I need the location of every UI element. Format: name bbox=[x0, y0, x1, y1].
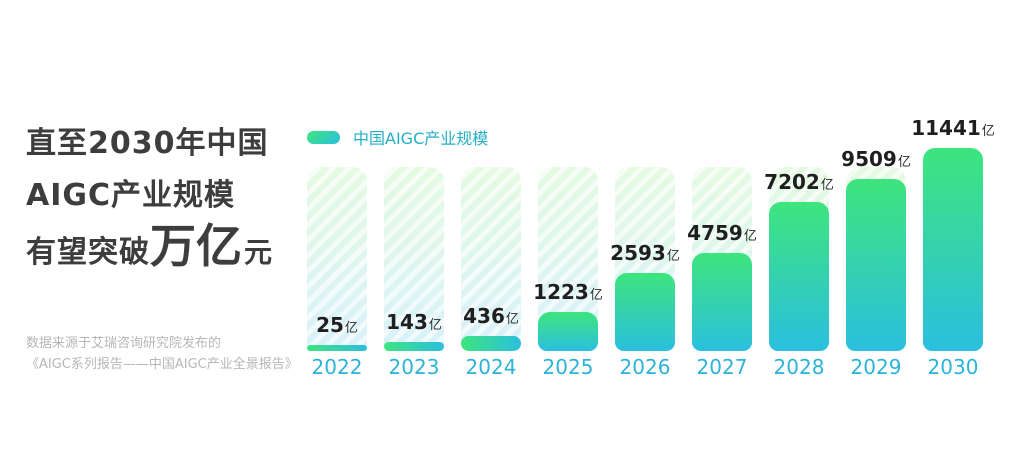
bar-column-2022: 25亿 bbox=[307, 0, 367, 351]
headline: 直至2030年中国 AIGC产业规模 有望突破 万亿 元 bbox=[26, 118, 273, 277]
bar-column-2024: 436亿 bbox=[461, 0, 521, 351]
value-label: 2593亿 bbox=[610, 243, 680, 267]
value-label: 7202亿 bbox=[764, 172, 834, 196]
value-unit: 亿 bbox=[981, 124, 995, 139]
year-label-2022: 2022 bbox=[311, 355, 363, 379]
headline-line-2: AIGC产业规模 bbox=[26, 178, 236, 213]
bar bbox=[923, 148, 983, 351]
bar-track bbox=[307, 167, 367, 351]
value-number: 4759 bbox=[687, 221, 743, 245]
bar-column-2029: 9509亿 bbox=[841, 0, 911, 351]
year-label-2025: 2025 bbox=[542, 355, 594, 379]
year-label-2028: 2028 bbox=[773, 355, 825, 379]
bar-column-2026: 2593亿 bbox=[610, 0, 680, 351]
headline-line-3: 有望突破 万亿 元 bbox=[26, 222, 273, 277]
bar bbox=[769, 202, 829, 351]
headline-line3-prefix: 有望突破 bbox=[26, 235, 150, 270]
value-number: 11441 bbox=[911, 116, 981, 140]
bar bbox=[615, 273, 675, 351]
value-unit: 亿 bbox=[897, 155, 911, 170]
headline-line3-highlight: 万亿 bbox=[150, 219, 242, 273]
value-unit: 亿 bbox=[505, 312, 519, 327]
value-number: 2593 bbox=[610, 241, 666, 265]
value-number: 25 bbox=[316, 313, 344, 337]
bar bbox=[846, 179, 906, 351]
bar-column-2030: 11441亿 bbox=[911, 0, 995, 351]
value-unit: 亿 bbox=[820, 178, 834, 193]
data-source-note: 数据来源于艾瑞咨询研究院发布的 《AIGC系列报告——中国AIGC产业全景报告》 bbox=[26, 333, 298, 375]
headline-line-1: 直至2030年中国 bbox=[26, 126, 269, 161]
value-number: 9509 bbox=[841, 147, 897, 171]
value-unit: 亿 bbox=[743, 229, 757, 244]
value-label: 4759亿 bbox=[687, 223, 757, 247]
bar-column-2023: 143亿 bbox=[384, 0, 444, 351]
legend: 中国AIGC产业规模 bbox=[307, 125, 488, 149]
bar bbox=[692, 253, 752, 351]
value-label: 11441亿 bbox=[911, 118, 995, 142]
bar-column-2025: 1223亿 bbox=[533, 0, 603, 351]
bar-track bbox=[384, 167, 444, 351]
value-unit: 亿 bbox=[589, 288, 603, 303]
data-source-line-2: 《AIGC系列报告——中国AIGC产业全景报告》 bbox=[26, 357, 298, 372]
value-label: 436亿 bbox=[463, 306, 519, 330]
bar-track bbox=[461, 167, 521, 351]
value-number: 7202 bbox=[764, 170, 820, 194]
year-label-2023: 2023 bbox=[388, 355, 440, 379]
value-label: 9509亿 bbox=[841, 149, 911, 173]
bar-column-2027: 4759亿 bbox=[687, 0, 757, 351]
year-label-2029: 2029 bbox=[850, 355, 902, 379]
value-unit: 亿 bbox=[428, 318, 442, 333]
bar bbox=[538, 312, 598, 351]
data-source-line-1: 数据来源于艾瑞咨询研究院发布的 bbox=[26, 336, 222, 351]
bar bbox=[307, 345, 367, 351]
year-label-2026: 2026 bbox=[619, 355, 671, 379]
value-label: 1223亿 bbox=[533, 282, 603, 306]
year-label-2030: 2030 bbox=[927, 355, 979, 379]
bar-column-2028: 7202亿 bbox=[764, 0, 834, 351]
bar bbox=[461, 336, 521, 351]
year-label-2024: 2024 bbox=[465, 355, 517, 379]
value-unit: 亿 bbox=[666, 249, 680, 264]
legend-label: 中国AIGC产业规模 bbox=[353, 129, 489, 148]
value-label: 143亿 bbox=[386, 312, 442, 336]
legend-swatch bbox=[307, 130, 340, 144]
headline-line3-suffix: 元 bbox=[244, 236, 274, 269]
value-number: 1223 bbox=[533, 280, 589, 304]
value-unit: 亿 bbox=[344, 321, 358, 336]
value-label: 25亿 bbox=[316, 315, 358, 339]
year-label-2027: 2027 bbox=[696, 355, 748, 379]
value-number: 143 bbox=[386, 310, 428, 334]
value-number: 436 bbox=[463, 304, 505, 328]
bar bbox=[384, 342, 444, 351]
